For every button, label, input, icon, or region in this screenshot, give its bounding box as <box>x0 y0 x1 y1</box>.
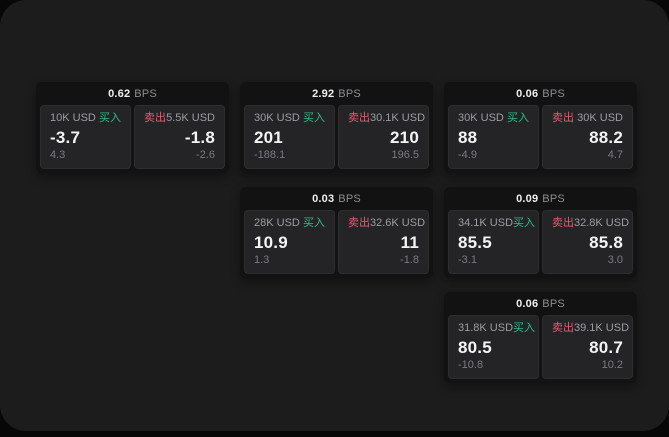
sell-side-label: 卖出 <box>348 217 370 229</box>
spread-card: 2.92 BPS 30K USD 买入 201 -188.1 卖出 30.1K … <box>240 82 433 173</box>
sell-amount: 30.1K USD <box>370 112 426 124</box>
sell-change: 3.0 <box>607 254 623 266</box>
buy-quote-panel[interactable]: 31.8K USD 买入 80.5 -10.8 <box>448 315 539 379</box>
buy-price: 88 <box>458 127 478 147</box>
buy-quote-panel[interactable]: 10K USD 买入 -3.7 4.3 <box>40 105 131 169</box>
spread-header: 0.03 BPS <box>240 187 433 210</box>
spread-bps-value: 0.06 <box>516 297 539 310</box>
buy-side-label: 买入 <box>507 112 529 124</box>
buy-price: 201 <box>254 127 283 147</box>
buy-price: 85.5 <box>458 232 492 252</box>
quote-panels: 28K USD 买入 10.9 1.3 卖出 32.6K USD 11 -1.8 <box>240 210 433 274</box>
sell-side-label: 卖出 <box>552 217 574 229</box>
spread-bps-unit: BPS <box>338 87 361 100</box>
spread-bps-unit: BPS <box>542 297 565 310</box>
sell-change: 196.5 <box>391 149 419 161</box>
spread-header: 0.09 BPS <box>444 187 637 210</box>
buy-change: -3.1 <box>458 254 477 266</box>
sell-quote-panel[interactable]: 卖出 5.5K USD -1.8 -2.6 <box>134 105 225 169</box>
sell-quote-panel[interactable]: 卖出 32.6K USD 11 -1.8 <box>338 210 429 274</box>
sell-side-label: 卖出 <box>144 112 166 124</box>
sell-side-label: 卖出 <box>552 112 574 124</box>
spread-bps-value: 2.92 <box>312 87 335 100</box>
buy-side-label: 买入 <box>513 217 536 229</box>
buy-amount: 30K USD <box>254 112 300 124</box>
spread-bps-unit: BPS <box>338 192 361 205</box>
sell-price: 85.8 <box>589 232 623 252</box>
spread-card: 0.09 BPS 34.1K USD 买入 85.5 -3.1 卖出 32.8K… <box>444 187 637 278</box>
spread-bps-unit: BPS <box>542 192 565 205</box>
spread-bps-unit: BPS <box>134 87 157 100</box>
spread-bps-value: 0.03 <box>312 192 335 205</box>
quote-panels: 30K USD 买入 201 -188.1 卖出 30.1K USD 210 1… <box>240 105 433 169</box>
buy-amount: 34.1K USD <box>458 217 514 229</box>
buy-amount: 28K USD <box>254 217 300 229</box>
quote-panels: 30K USD 买入 88 -4.9 卖出 30K USD 88.2 4.7 <box>444 105 637 169</box>
buy-side-label: 买入 <box>303 112 325 124</box>
sell-amount: 5.5K USD <box>166 112 215 124</box>
sell-change: 10.2 <box>601 359 623 371</box>
buy-price: 10.9 <box>254 232 288 252</box>
buy-price: 80.5 <box>458 337 492 357</box>
buy-quote-panel[interactable]: 28K USD 买入 10.9 1.3 <box>244 210 335 274</box>
spread-header: 0.06 BPS <box>444 82 637 105</box>
sell-amount: 39.1K USD <box>574 322 630 334</box>
spread-header: 0.62 BPS <box>36 82 229 105</box>
sell-quote-panel[interactable]: 卖出 30.1K USD 210 196.5 <box>338 105 429 169</box>
sell-price: 11 <box>400 232 419 252</box>
buy-amount: 10K USD <box>50 112 96 124</box>
spread-card: 0.06 BPS 31.8K USD 买入 80.5 -10.8 卖出 39.1… <box>444 292 637 383</box>
sell-quote-panel[interactable]: 卖出 32.8K USD 85.8 3.0 <box>542 210 633 274</box>
sell-price: 88.2 <box>589 127 623 147</box>
buy-price: -3.7 <box>50 127 81 147</box>
buy-side-label: 买入 <box>99 112 121 124</box>
buy-change: 4.3 <box>50 149 66 161</box>
buy-amount: 31.8K USD <box>458 322 514 334</box>
sell-price: 210 <box>390 127 419 147</box>
sell-change: -2.6 <box>196 149 215 161</box>
spread-bps-value: 0.09 <box>516 192 539 205</box>
buy-side-label: 买入 <box>513 322 536 334</box>
spread-header: 2.92 BPS <box>240 82 433 105</box>
spread-bps-value: 0.62 <box>108 87 131 100</box>
sell-price: -1.8 <box>184 127 215 147</box>
spread-bps-value: 0.06 <box>516 87 539 100</box>
spread-card: 0.62 BPS 10K USD 买入 -3.7 4.3 卖出 5.5K USD… <box>36 82 229 173</box>
quote-panels: 34.1K USD 买入 85.5 -3.1 卖出 32.8K USD 85.8… <box>444 210 637 274</box>
sell-quote-panel[interactable]: 卖出 39.1K USD 80.7 10.2 <box>542 315 633 379</box>
spread-header: 0.06 BPS <box>444 292 637 315</box>
buy-change: -4.9 <box>458 149 477 161</box>
sell-price: 80.7 <box>589 337 623 357</box>
buy-amount: 30K USD <box>458 112 504 124</box>
buy-side-label: 买入 <box>303 217 325 229</box>
sell-side-label: 卖出 <box>552 322 574 334</box>
sell-amount: 32.8K USD <box>574 217 630 229</box>
sell-amount: 30K USD <box>577 112 623 124</box>
sell-change: -1.8 <box>400 254 419 266</box>
buy-change: 1.3 <box>254 254 270 266</box>
spread-card: 0.03 BPS 28K USD 买入 10.9 1.3 卖出 32.6K US… <box>240 187 433 278</box>
sell-side-label: 卖出 <box>348 112 370 124</box>
sell-change: 4.7 <box>607 149 623 161</box>
sell-quote-panel[interactable]: 卖出 30K USD 88.2 4.7 <box>542 105 633 169</box>
buy-change: -10.8 <box>458 359 484 371</box>
buy-quote-panel[interactable]: 30K USD 买入 88 -4.9 <box>448 105 539 169</box>
buy-quote-panel[interactable]: 30K USD 买入 201 -188.1 <box>244 105 335 169</box>
quote-panels: 10K USD 买入 -3.7 4.3 卖出 5.5K USD -1.8 -2.… <box>36 105 229 169</box>
spread-card: 0.06 BPS 30K USD 买入 88 -4.9 卖出 30K USD 8… <box>444 82 637 173</box>
spread-bps-unit: BPS <box>542 87 565 100</box>
quote-panels: 31.8K USD 买入 80.5 -10.8 卖出 39.1K USD 80.… <box>444 315 637 379</box>
buy-change: -188.1 <box>254 149 286 161</box>
sell-amount: 32.6K USD <box>370 217 426 229</box>
buy-quote-panel[interactable]: 34.1K USD 买入 85.5 -3.1 <box>448 210 539 274</box>
